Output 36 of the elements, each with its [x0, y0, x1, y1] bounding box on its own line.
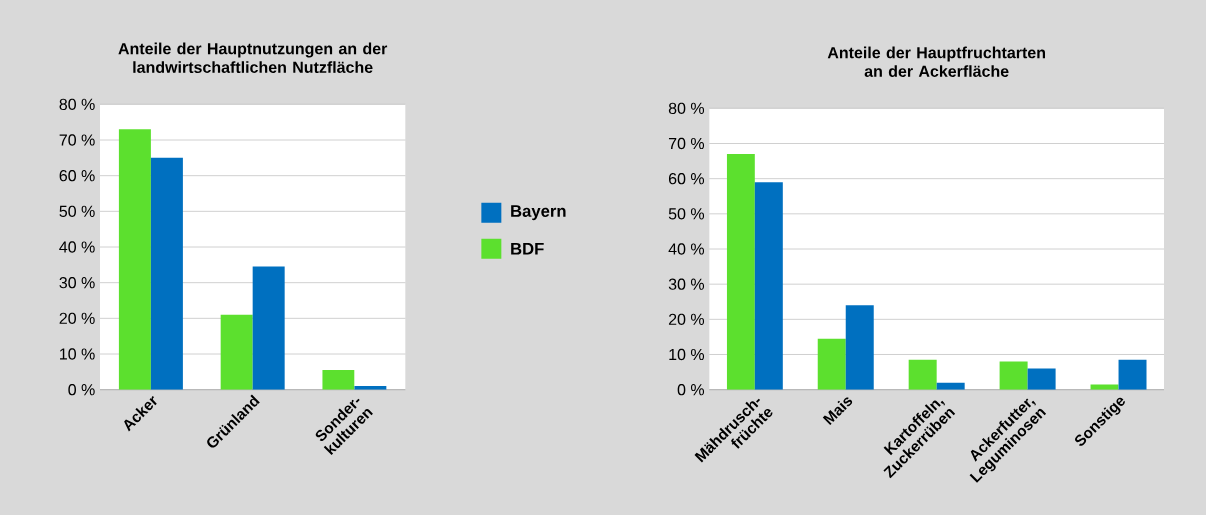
y-tick-label: 30 % — [668, 278, 705, 290]
y-tick-label: 40 % — [59, 241, 95, 253]
y-tick-label: 30 % — [59, 277, 95, 289]
bar — [754, 182, 783, 390]
bar — [817, 338, 846, 390]
y-tick-label: 80 % — [668, 102, 705, 114]
bar — [908, 359, 937, 390]
y-tick-label: 80 % — [59, 98, 95, 110]
bar — [1090, 384, 1119, 390]
bar — [726, 154, 755, 390]
y-tick-label: 50 % — [668, 208, 705, 220]
y-tick-label: 20 % — [59, 312, 95, 324]
bar — [118, 129, 151, 390]
y-tick-label: 50 % — [59, 205, 95, 217]
bar — [845, 305, 874, 390]
bar — [999, 361, 1028, 390]
y-tick-label: 70 % — [668, 137, 705, 150]
y-tick-label: 70 % — [59, 134, 95, 146]
bar — [220, 314, 253, 390]
y-tick-label: 20 % — [668, 313, 705, 325]
chart-title: Anteile der Hauptnutzungen an der landwirtschaftlichen Nutzfläche — [118, 42, 388, 73]
legend-label: Bayern — [511, 205, 566, 221]
y-tick-label: 60 % — [668, 173, 705, 185]
bar — [1118, 359, 1147, 390]
legend-label: BDF — [511, 243, 544, 255]
bar — [1027, 368, 1056, 390]
y-tick-label: 40 % — [668, 243, 705, 255]
bar — [252, 266, 285, 390]
y-tick-label: 60 % — [59, 170, 95, 182]
y-tick-label: 10 % — [60, 348, 95, 360]
y-tick-label: 0 % — [677, 384, 705, 396]
bar — [322, 370, 355, 390]
bar — [150, 157, 183, 390]
chart-title: Anteile der Hauptfruchtarten an der Ackerfläche — [827, 46, 1045, 77]
y-tick-label: 10 % — [669, 348, 705, 361]
y-tick-label: 0 % — [68, 384, 95, 396]
